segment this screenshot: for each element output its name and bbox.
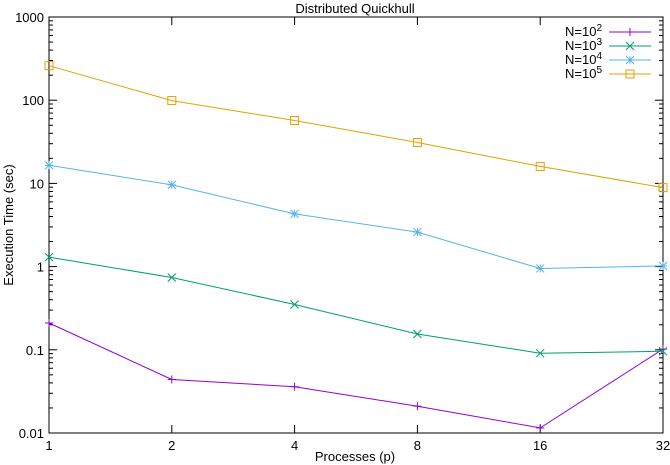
y-tick-label: 1 [37,260,44,275]
plot-frame [48,16,664,434]
series-line [48,322,664,429]
data-point [413,402,422,411]
data-point [413,227,422,237]
data-point [167,273,177,282]
y-axis: 0.01 0.1 1 10 100 1000 [15,10,663,441]
y-tick-label: 0.1 [26,343,44,358]
data-point [290,116,300,126]
legend-label: N=104 [565,51,602,67]
data-point [412,138,422,148]
y-tick-label: 10 [30,176,44,191]
x-tick-label: 8 [414,438,421,453]
legend-marker [625,69,635,79]
y-tick-label: 100 [22,93,44,108]
data-point [290,209,299,219]
data-point [44,160,54,170]
legend-label: N=105 [565,65,602,81]
data-point [658,183,668,193]
data-point [535,264,545,273]
plot-border [48,16,664,434]
data-point [44,61,54,71]
series-line [48,65,664,189]
x-tick-label: 4 [291,438,298,453]
series-line [48,256,664,354]
data-point [167,375,176,384]
data-point [413,329,422,339]
series-N=105 [44,61,668,193]
chart-title: Distributed Quickhull [295,1,414,16]
data-point [658,346,668,356]
data-point [45,318,53,327]
y-axis-label: Execution Time (sec) [1,164,16,285]
series-line [48,164,664,270]
data-point [535,161,545,171]
y-tick-label: 0.01 [19,426,44,441]
data-point [44,252,54,262]
data-point [167,180,177,190]
x-tick-label: 32 [656,438,670,453]
series-N=104 [44,160,668,273]
y-tick-label: 1000 [15,10,44,25]
data-point [536,423,545,432]
legend-label: N=103 [565,37,602,53]
series-layer [44,61,668,432]
data-point [535,348,545,358]
data-point [167,96,177,106]
x-tick-label: 1 [45,438,52,453]
data-point [658,261,668,271]
series-N=103 [44,252,668,358]
x-tick-label: 2 [168,438,175,453]
x-axis: 1 2 4 8 16 32 [45,17,670,453]
data-point [290,300,299,309]
x-tick-label: 16 [533,438,547,453]
legend-label: N=102 [565,23,602,39]
legend-marker [626,28,634,36]
legend-marker [625,41,635,51]
legend-marker [625,55,635,65]
x-axis-label: Processes (p) [315,449,395,464]
series-N=102 [45,318,667,432]
data-point [290,382,299,391]
